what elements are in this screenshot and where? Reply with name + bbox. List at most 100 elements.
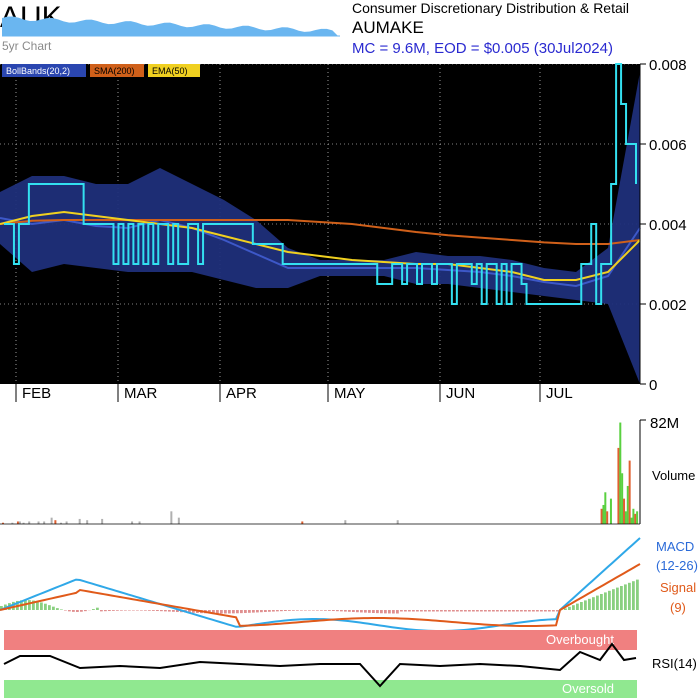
macd-histogram-bar xyxy=(612,589,615,610)
macd-histogram-bar xyxy=(492,610,495,612)
volume-bar xyxy=(623,498,626,524)
macd-histogram-bar xyxy=(568,606,571,610)
macd-histogram-bar xyxy=(424,610,427,612)
macd-histogram-bar xyxy=(600,594,603,610)
macd-histogram-bar xyxy=(136,610,139,611)
volume-max-label: 82M xyxy=(650,415,679,432)
macd-histogram-bar xyxy=(396,610,399,614)
macd-histogram-bar xyxy=(400,610,403,612)
macd-histogram-bar xyxy=(588,598,591,610)
macd-histogram-bar xyxy=(144,610,147,611)
macd-histogram-bar xyxy=(532,610,535,612)
macd-histogram-bar xyxy=(496,610,499,612)
company-name: AUMAKE xyxy=(352,18,424,37)
legend-bollinger-label: BollBands(20,2) xyxy=(6,66,70,76)
volume-bar xyxy=(617,447,620,524)
macd-histogram-bar xyxy=(216,610,219,614)
macd-histogram-bar xyxy=(428,610,431,612)
volume-bar xyxy=(301,521,304,524)
volume-bar xyxy=(2,522,4,524)
volume-label: Volume xyxy=(652,468,695,483)
macd-histogram-bar xyxy=(92,609,95,610)
macd-histogram-bar xyxy=(416,610,419,612)
y-axis-tick-label: 0.006 xyxy=(649,137,687,154)
month-label: MAR xyxy=(124,385,158,402)
macd-histogram-bar xyxy=(340,610,343,612)
macd-histogram-bar xyxy=(324,610,327,611)
volume-bar xyxy=(54,520,57,524)
month-label: JUL xyxy=(546,385,573,402)
macd-histogram-bar xyxy=(388,610,391,614)
overbought-label: Overbought xyxy=(546,632,614,647)
macd-histogram-bar xyxy=(536,610,539,612)
volume-bar xyxy=(606,511,609,524)
macd-histogram-bar xyxy=(332,610,335,612)
macd-histogram-bar xyxy=(488,610,491,612)
macd-histogram-bar xyxy=(284,610,287,612)
macd-histogram-bar xyxy=(616,587,619,610)
macd-histogram-bar xyxy=(520,610,523,612)
macd-histogram-bar xyxy=(308,610,311,611)
volume-bar xyxy=(344,520,347,524)
macd-histogram-bar xyxy=(472,610,475,612)
macd-histogram-bar xyxy=(432,610,435,612)
macd-histogram-bar xyxy=(160,610,163,612)
volume-bar xyxy=(86,520,89,524)
macd-histogram-bar xyxy=(312,610,315,611)
macd-histogram-bar xyxy=(32,600,35,610)
macd-histogram-bar xyxy=(168,610,171,612)
macd-histogram-bar xyxy=(380,610,383,614)
y-axis-tick-label: 0.004 xyxy=(649,217,687,234)
macd-histogram-bar xyxy=(336,610,339,612)
macd-histogram-bar xyxy=(540,610,543,612)
rsi-line xyxy=(3,642,637,688)
macd-histogram-bar xyxy=(40,602,43,610)
macd-histogram-bar xyxy=(556,610,559,612)
macd-histogram-bar xyxy=(376,610,379,614)
macd-histogram-bar xyxy=(232,610,235,614)
volume-bar xyxy=(50,517,53,524)
macd-histogram-bar xyxy=(36,601,39,610)
volume-bar xyxy=(65,521,68,524)
volume-bar xyxy=(626,485,629,524)
macd-histogram-bar xyxy=(276,610,279,612)
macd-histogram-bar xyxy=(516,610,519,612)
volume-bar xyxy=(131,521,134,524)
macd-histogram-bar xyxy=(56,608,59,610)
macd-histogram-bar xyxy=(72,610,75,612)
ema-50-line xyxy=(0,210,641,281)
macd-histogram-bar xyxy=(280,610,283,612)
macd-histogram-bar xyxy=(636,579,639,610)
macd-histogram-bar xyxy=(220,610,223,614)
macd-histogram-bar xyxy=(140,610,143,611)
macd-histogram-bar xyxy=(484,610,487,612)
macd-histogram-bar xyxy=(564,608,567,610)
macd-histogram-bar xyxy=(528,610,531,612)
macd-histogram-bar xyxy=(408,610,411,612)
macd-histogram-bar xyxy=(364,610,367,613)
volume-bar xyxy=(624,511,627,524)
macd-histogram-bar xyxy=(444,610,447,612)
macd-histogram-bar xyxy=(124,610,127,611)
macd-histogram-bar xyxy=(576,603,579,610)
macd-histogram-bar xyxy=(392,610,395,614)
volume-bar xyxy=(16,521,19,524)
macd-histogram-bar xyxy=(272,610,275,612)
macd-histogram-bar xyxy=(292,610,295,611)
macd-histogram-bar xyxy=(632,581,635,610)
macd-histogram-bar xyxy=(48,605,51,610)
macd-histogram-bar xyxy=(104,610,107,612)
macd-histogram-bar xyxy=(436,610,439,612)
macd-histogram-bar xyxy=(356,610,359,613)
y-axis-tick-label: 0.008 xyxy=(649,57,687,74)
macd-histogram-bar xyxy=(596,595,599,610)
volume-bar xyxy=(138,521,141,524)
macd-histogram-bar xyxy=(12,601,15,610)
macd-histogram-bar xyxy=(148,610,151,611)
macd-histogram-bar xyxy=(460,610,463,612)
volume-bar xyxy=(59,522,62,524)
macd-histogram-bar xyxy=(116,610,119,611)
macd-histogram-bar xyxy=(152,610,155,611)
legend-sma-label: SMA(200) xyxy=(94,66,135,76)
macd-histogram-bar xyxy=(512,610,515,612)
